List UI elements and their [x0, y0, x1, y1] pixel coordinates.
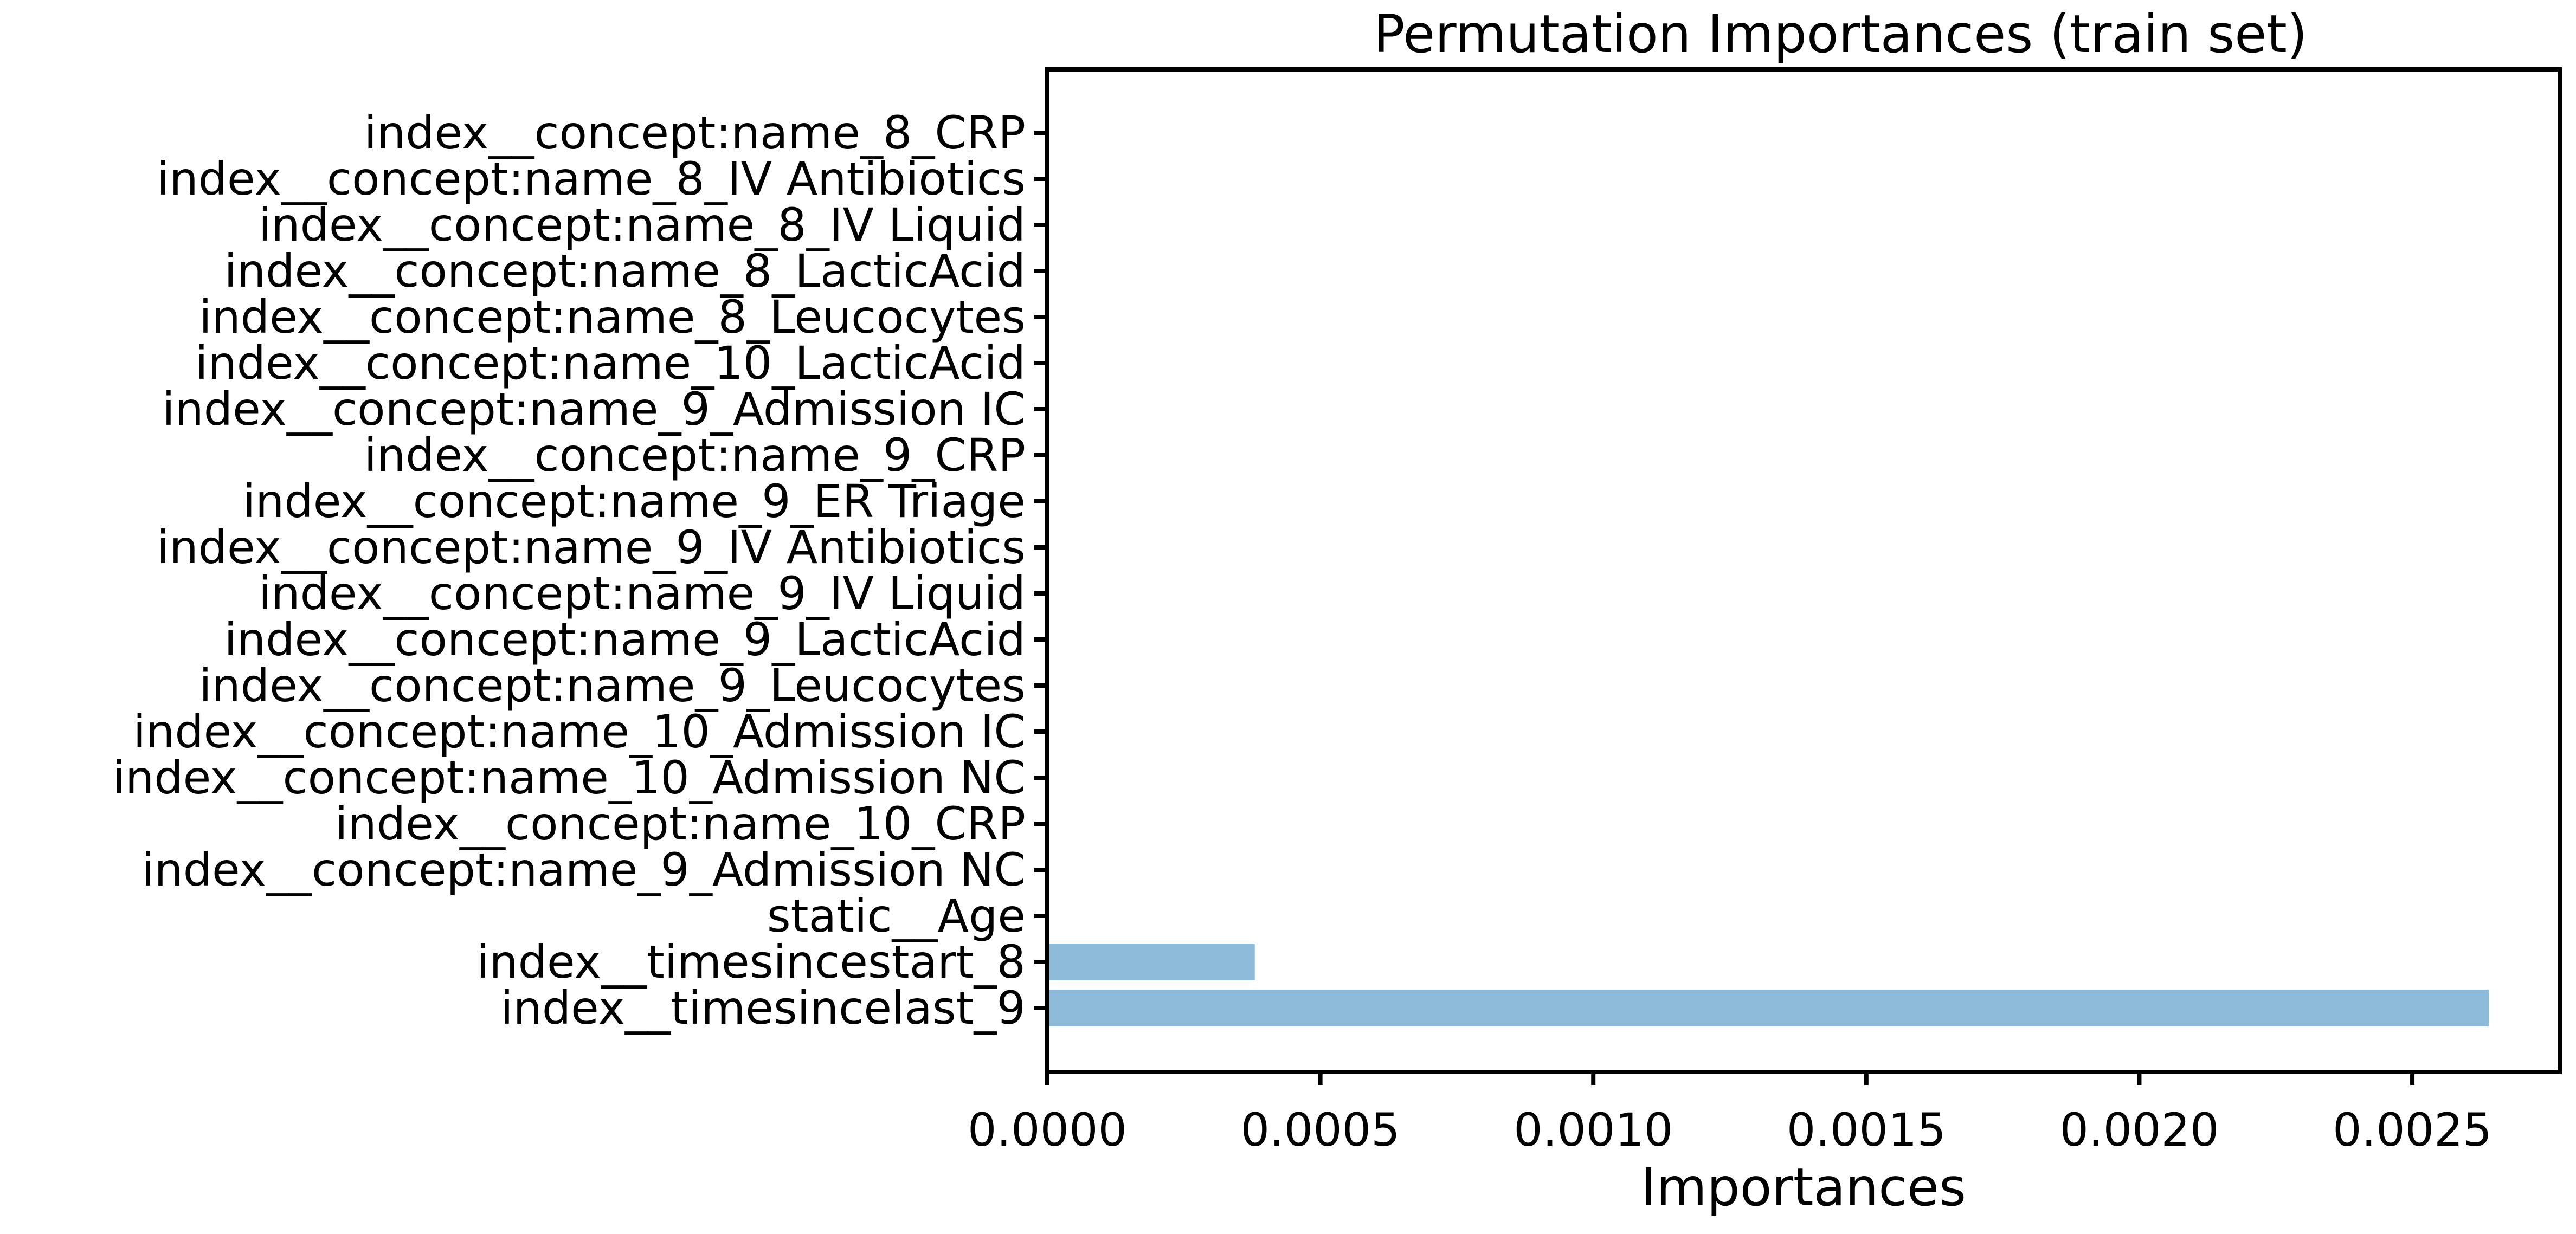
y-tick-label: index__concept:name_10_CRP	[335, 797, 1026, 850]
bar-group	[1047, 944, 2489, 1026]
y-tick-label: index__concept:name_8_CRP	[364, 106, 1026, 159]
y-tick-label: index__concept:name_9_CRP	[364, 429, 1026, 482]
y-tick-label: index__concept:name_9_Admission IC	[162, 383, 1026, 436]
x-tick-label: 0.0020	[2059, 1103, 2219, 1157]
y-tick-label: index__concept:name_9_Leucocytes	[199, 659, 1026, 712]
y-tick-label: index__concept:name_9_ER Triage	[243, 475, 1026, 528]
y-tick-label: index__concept:name_10_Admission NC	[113, 751, 1026, 804]
chart-title: Permutation Importances (train set)	[1374, 4, 2308, 64]
y-tick-label: index__concept:name_8_IV Antibiotics	[157, 152, 1026, 205]
y-tick-label: index__concept:name_9_IV Antibiotics	[157, 521, 1026, 574]
x-tick-label: 0.0025	[2333, 1103, 2492, 1157]
plot-frame	[1045, 67, 2562, 1074]
y-tick-label: static__Age	[767, 889, 1026, 942]
y-tick-label: index__timesincelast_9	[500, 981, 1026, 1035]
y-tick-label: index__concept:name_8_IV Liquid	[259, 198, 1026, 251]
y-tick-label: index__concept:name_8_Leucocytes	[199, 290, 1026, 344]
y-tick-label: index__concept:name_9_LacticAcid	[224, 613, 1026, 666]
x-axis: 0.0000 0.0005 0.0010 0.0015 0.0020 0.0025	[968, 1072, 2492, 1157]
x-tick-label: 0.0010	[1514, 1103, 1673, 1157]
bar-index-timesincestart-8	[1047, 944, 1255, 980]
bar-index-timesincelast-9	[1047, 990, 2489, 1026]
y-tick-label: index__concept:name_10_Admission IC	[133, 705, 1026, 758]
y-tick-label: index__timesincestart_8	[476, 935, 1026, 989]
x-axis-label: Importances	[1641, 1157, 1966, 1218]
y-tick-label: index__concept:name_10_LacticAcid	[195, 337, 1026, 390]
x-tick-label: 0.0015	[1787, 1103, 1946, 1157]
y-tick-label: index__concept:name_8_LacticAcid	[224, 244, 1026, 298]
y-tick-label: index__concept:name_9_Admission NC	[141, 843, 1026, 896]
x-tick-label: 0.0005	[1241, 1103, 1400, 1157]
x-tick-label: 0.0000	[968, 1103, 1127, 1157]
y-tick-label: index__concept:name_9_IV Liquid	[259, 567, 1026, 620]
y-axis: index__concept:name_8_CRPindex__concept:…	[113, 106, 1047, 1035]
